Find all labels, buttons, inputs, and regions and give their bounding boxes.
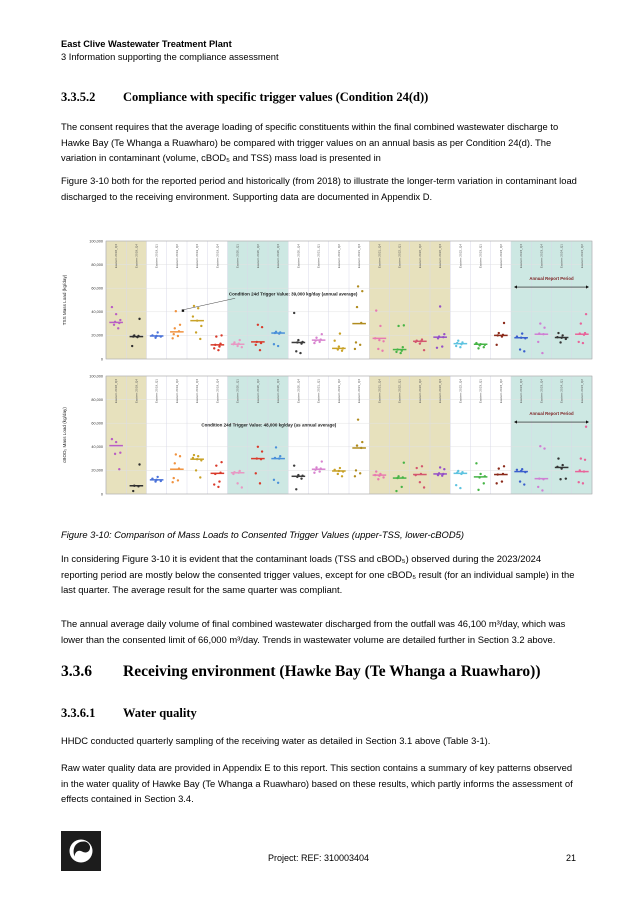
svg-text:Eastern 2022_Q1: Eastern 2022_Q1 [398, 379, 402, 404]
svg-text:0: 0 [101, 492, 103, 496]
svg-text:Eastern 2020_Q2: Eastern 2020_Q2 [256, 379, 260, 404]
figure-caption: Figure 3-10: Comparison of Mass Loads to… [61, 529, 464, 540]
svg-text:Eastern 2022_Q3: Eastern 2022_Q3 [438, 379, 442, 404]
svg-text:Eastern 2023_Q3: Eastern 2023_Q3 [519, 379, 523, 404]
svg-text:Eastern 2021_Q4: Eastern 2021_Q4 [377, 379, 381, 404]
svg-text:Eastern 2022_Q4: Eastern 2022_Q4 [458, 379, 462, 404]
svg-text:Eastern 2024_Q1: Eastern 2024_Q1 [560, 244, 564, 269]
stantec-swirl-logo-icon [61, 831, 101, 871]
heading-number: 3.3.5.2 [61, 90, 96, 104]
svg-text:60,000: 60,000 [91, 422, 103, 426]
svg-text:Eastern 2022_Q4: Eastern 2022_Q4 [458, 244, 462, 269]
svg-text:Eastern 2018_Q3: Eastern 2018_Q3 [114, 244, 118, 269]
paragraph-figure-intro: Figure 3-10 both for the reported period… [61, 175, 577, 202]
svg-text:Eastern 2023_Q2: Eastern 2023_Q2 [499, 244, 503, 269]
svg-text:Eastern 2024_Q1: Eastern 2024_Q1 [560, 379, 564, 404]
footer-project-ref: Project: REF: 310003404 [267, 853, 370, 863]
svg-text:Eastern 2019_Q3: Eastern 2019_Q3 [195, 379, 199, 404]
svg-text:0: 0 [101, 357, 103, 361]
heading-number: 3.3.6 [61, 663, 92, 680]
figure-3-10: 0 20,000 40,000 60,000 80,000 100,000 Eastern … [59, 236, 596, 506]
svg-text:Eastern 2019_Q1: Eastern 2019_Q1 [155, 244, 159, 269]
svg-text:cBOD₅ Mass Load (kg/day): cBOD₅ Mass Load (kg/day) [62, 407, 67, 463]
section-heading-3361: 3.3.6.1 Water quality [61, 706, 197, 721]
heading-title: Receiving environment (Hawke Bay (Te Wha… [123, 663, 541, 680]
section-heading-3352: 3.3.5.2 Compliance with specific trigger… [61, 90, 428, 105]
svg-text:80,000: 80,000 [91, 263, 103, 267]
paragraph-raw-water-quality: Raw water quality data are provided in A… [61, 762, 573, 805]
svg-text:Eastern 2022_Q1: Eastern 2022_Q1 [398, 244, 402, 269]
svg-text:Eastern 2019_Q4: Eastern 2019_Q4 [215, 379, 219, 404]
cbod5-mass-load-chart: 0 20,000 40,000 60,000 80,000 100,000 Eastern … [62, 374, 593, 496]
svg-text:Eastern 2018_Q4: Eastern 2018_Q4 [134, 244, 138, 269]
svg-text:Eastern 2021_Q2: Eastern 2021_Q2 [337, 379, 341, 404]
svg-text:Annual Report Period: Annual Report Period [529, 276, 574, 281]
svg-text:20,000: 20,000 [91, 469, 103, 473]
svg-text:Eastern 2024_Q2: Eastern 2024_Q2 [580, 379, 584, 404]
svg-text:Eastern 2018_Q3: Eastern 2018_Q3 [114, 379, 118, 404]
svg-text:Eastern 2021_Q1: Eastern 2021_Q1 [317, 379, 321, 404]
paragraph-volume: The annual average daily volume of final… [61, 618, 566, 645]
svg-text:40,000: 40,000 [91, 445, 103, 449]
tss-mass-load-chart: 0 20,000 40,000 60,000 80,000 100,000 Eastern … [62, 239, 593, 361]
svg-text:80,000: 80,000 [91, 398, 103, 402]
page-header: East Clive Wastewater Treatment Plant 3 … [61, 38, 279, 64]
svg-text:Eastern 2021_Q2: Eastern 2021_Q2 [337, 244, 341, 269]
svg-text:100,000: 100,000 [89, 374, 103, 378]
svg-text:Eastern 2023_Q2: Eastern 2023_Q2 [499, 379, 503, 404]
svg-text:Eastern 2022_Q3: Eastern 2022_Q3 [438, 244, 442, 269]
svg-text:Eastern 2019_Q4: Eastern 2019_Q4 [215, 244, 219, 269]
svg-text:Eastern 2020_Q4: Eastern 2020_Q4 [296, 244, 300, 269]
svg-text:40,000: 40,000 [91, 310, 103, 314]
paragraph-hhdc-sampling: HHDC conducted quarterly sampling of the… [61, 735, 491, 746]
paragraph-figure-discussion: In considering Figure 3-10 it is evident… [61, 553, 575, 596]
svg-text:20,000: 20,000 [91, 334, 103, 338]
page-number: 21 [565, 853, 576, 863]
svg-text:Eastern 2022_Q2: Eastern 2022_Q2 [418, 379, 422, 404]
svg-text:Eastern 2020_Q4: Eastern 2020_Q4 [296, 379, 300, 404]
svg-text:Eastern 2023_Q4: Eastern 2023_Q4 [539, 244, 543, 269]
svg-text:Eastern 2023_Q4: Eastern 2023_Q4 [539, 379, 543, 404]
svg-text:60,000: 60,000 [91, 287, 103, 291]
svg-text:Eastern 2019_Q2: Eastern 2019_Q2 [175, 244, 179, 269]
heading-number: 3.3.6.1 [61, 706, 96, 720]
header-title: East Clive Wastewater Treatment Plant [61, 39, 232, 49]
svg-text:100,000: 100,000 [89, 239, 103, 243]
paragraph-consent-trigger: The consent requires that the average lo… [61, 121, 559, 164]
svg-text:Eastern 2023_Q1: Eastern 2023_Q1 [479, 379, 483, 404]
svg-text:Eastern 2020_Q2: Eastern 2020_Q2 [256, 244, 260, 269]
svg-text:Eastern 2020_Q3: Eastern 2020_Q3 [276, 244, 280, 269]
svg-text:Eastern 2019_Q3: Eastern 2019_Q3 [195, 244, 199, 269]
svg-text:Eastern 2021_Q4: Eastern 2021_Q4 [377, 244, 381, 269]
svg-text:Eastern 2022_Q2: Eastern 2022_Q2 [418, 244, 422, 269]
svg-text:Annual Report Period: Annual Report Period [529, 411, 574, 416]
svg-text:Eastern 2023_Q1: Eastern 2023_Q1 [479, 244, 483, 269]
header-subtitle: 3 Information supporting the compliance … [61, 52, 279, 62]
svg-text:Eastern 2023_Q3: Eastern 2023_Q3 [519, 244, 523, 269]
svg-text:Condition 24d Trigger Value: 4: Condition 24d Trigger Value: 48,000 kg/d… [201, 423, 336, 428]
svg-text:Eastern 2021_Q3: Eastern 2021_Q3 [357, 379, 361, 404]
svg-text:Eastern 2024_Q2: Eastern 2024_Q2 [580, 244, 584, 269]
heading-title: Compliance with specific trigger values … [123, 90, 429, 104]
svg-text:Eastern 2021_Q3: Eastern 2021_Q3 [357, 244, 361, 269]
svg-text:Eastern 2018_Q4: Eastern 2018_Q4 [134, 379, 138, 404]
svg-text:Condition 24d Trigger Value: 3: Condition 24d Trigger Value: 39,000 kg/d… [229, 291, 358, 296]
svg-text:Eastern 2019_Q2: Eastern 2019_Q2 [175, 379, 179, 404]
svg-text:Eastern 2020_Q3: Eastern 2020_Q3 [276, 379, 280, 404]
svg-text:TSS Mass Load (kg/day): TSS Mass Load (kg/day) [62, 274, 67, 325]
heading-title: Water quality [123, 706, 197, 720]
svg-text:Eastern 2020_Q1: Eastern 2020_Q1 [236, 379, 240, 404]
svg-text:Eastern 2019_Q1: Eastern 2019_Q1 [155, 379, 159, 404]
svg-text:Eastern 2021_Q1: Eastern 2021_Q1 [317, 244, 321, 269]
svg-text:Eastern 2020_Q1: Eastern 2020_Q1 [236, 244, 240, 269]
section-heading-336: 3.3.6 Receiving environment (Hawke Bay (… [61, 663, 541, 681]
